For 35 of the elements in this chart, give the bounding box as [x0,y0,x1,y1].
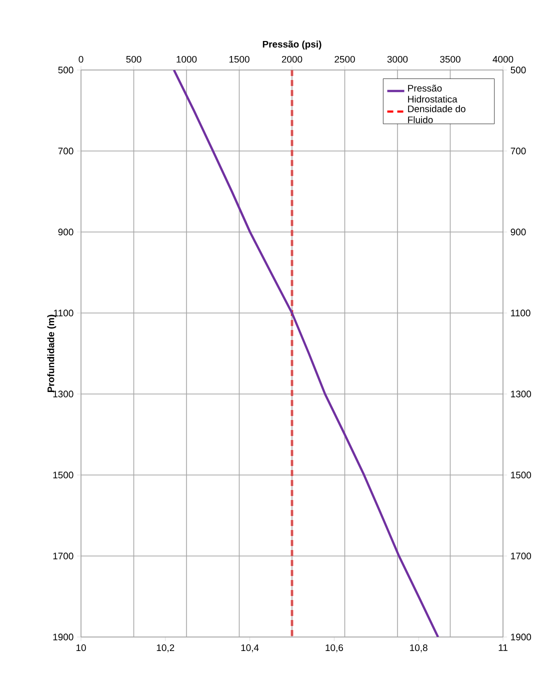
y-tick-label: 1900 [53,634,74,640]
y2-tick-label: 500 [510,66,526,74]
y-axis-title: Profundidade (m) [47,314,56,392]
x-tick-label: 10,4 [241,644,259,652]
y2-tick-label: 900 [510,228,526,236]
y2-tick-label: 1100 [511,310,530,316]
y-tick-label: 500 [58,66,74,74]
x-tick-label: 10,8 [410,644,428,652]
x2-tick-label: 1000 [176,56,197,63]
x2-tick-label: 4000 [492,56,514,63]
x2-tick-label: 3500 [440,56,460,63]
y2-tick-label: 1500 [511,472,532,478]
y2-tick-label: 700 [510,148,526,154]
x2-tick-label: 2500 [334,56,355,63]
y-tick-label: 1700 [53,552,74,560]
x-tick-label: 10,6 [326,644,343,652]
x2-tick-label: 1500 [229,56,250,63]
x2-tick-label: 500 [126,56,142,63]
y2-tick-label: 1900 [511,634,532,640]
x-tick-label: 10 [76,644,86,652]
y-tick-label: 700 [58,148,74,154]
x2-tick-label: 3000 [387,56,408,63]
y2-tick-label: 1700 [511,552,532,560]
y-tick-label: 1100 [54,310,74,316]
y-tick-label: 900 [58,228,74,236]
x2-axis-title: Pressão (psi) [262,40,322,50]
x2-tick-label: 0 [78,56,84,63]
legend-label: Pressão Hidrostatica [408,84,458,103]
y-tick-label: 1500 [53,472,74,478]
y-tick-label: 1300 [53,390,74,398]
x2-tick-label: 2000 [282,56,302,63]
x-tick-label: 11 [498,644,508,651]
x-tick-label: 10,2 [156,644,174,652]
legend-label: Densidade do Fluido [408,105,466,124]
y2-tick-label: 1300 [511,390,532,398]
